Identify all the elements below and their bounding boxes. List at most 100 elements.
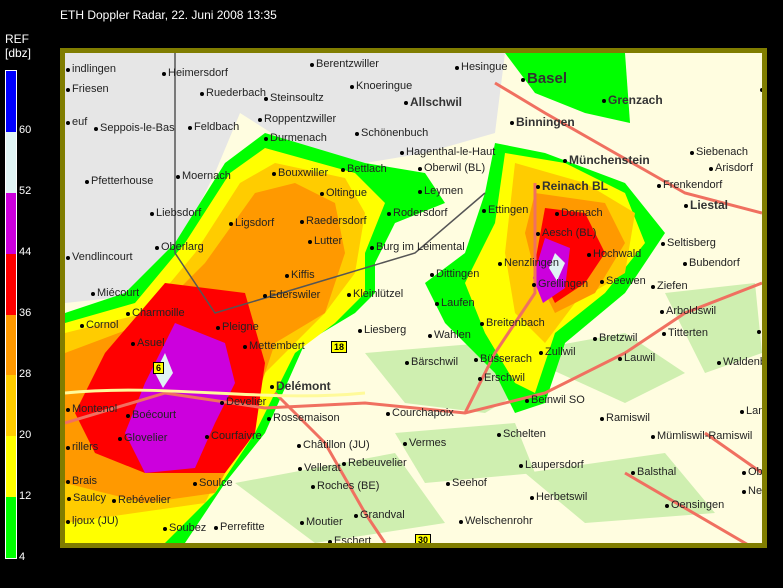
place-label: Hesingue bbox=[461, 61, 508, 73]
place-label: Roches (BE) bbox=[317, 480, 380, 492]
place-marker-icon bbox=[602, 99, 606, 103]
place-label: Langenbr bbox=[746, 405, 765, 417]
place-label: Arisdorf bbox=[715, 162, 753, 174]
place-label: Bouxwiller bbox=[278, 167, 329, 179]
place-marker-icon bbox=[521, 78, 525, 82]
place-label: Bennw bbox=[763, 325, 767, 337]
place-label: Raedersdorf bbox=[306, 215, 367, 227]
place-label: Arboldswil bbox=[666, 305, 717, 317]
place-marker-icon bbox=[660, 310, 664, 314]
place-marker-icon bbox=[80, 324, 84, 328]
place-label: Grenzach bbox=[608, 93, 663, 107]
place-marker-icon bbox=[66, 121, 70, 125]
place-marker-icon bbox=[740, 410, 744, 414]
place-marker-icon bbox=[188, 126, 192, 130]
place-label: Oberwil (BL) bbox=[424, 162, 486, 174]
legend-tick: 12 bbox=[19, 490, 32, 502]
place-label: Pleigne bbox=[222, 321, 259, 333]
place-marker-icon bbox=[94, 127, 98, 131]
place-marker-icon bbox=[300, 220, 304, 224]
roads bbox=[65, 81, 762, 543]
legend-title: REF [dbz] bbox=[5, 32, 31, 60]
place-marker-icon bbox=[216, 326, 220, 330]
road-sign-6: 6 bbox=[153, 362, 165, 374]
place-label: Boécourt bbox=[132, 409, 177, 421]
place-marker-icon bbox=[428, 334, 432, 338]
place-label: Bettlach bbox=[347, 163, 387, 175]
radar-map[interactable]: indlingen Friesen Heimersdorf Ruederbach Ste… bbox=[60, 48, 767, 548]
place-marker-icon bbox=[478, 377, 482, 381]
place-marker-icon bbox=[66, 446, 70, 450]
place-label: Asuel bbox=[137, 337, 165, 349]
color-legend bbox=[5, 70, 17, 559]
place-marker-icon bbox=[126, 414, 130, 418]
place-marker-icon bbox=[320, 192, 324, 196]
place-label: Moernach bbox=[182, 170, 231, 182]
place-label: Hagenthal-le-Haut bbox=[406, 146, 496, 158]
place-marker-icon bbox=[300, 521, 304, 525]
place-marker-icon bbox=[310, 63, 314, 67]
place-label: Schelten bbox=[503, 428, 546, 440]
place-label: Durmenach bbox=[270, 132, 327, 144]
place-marker-icon bbox=[285, 274, 289, 278]
place-label: Grandval bbox=[360, 509, 405, 521]
place-label: Miécourt bbox=[97, 287, 140, 299]
place-marker-icon bbox=[742, 471, 746, 475]
place-label: Lutter bbox=[314, 235, 343, 247]
place-label: Vermes bbox=[409, 437, 447, 449]
place-marker-icon bbox=[220, 401, 224, 405]
place-marker-icon bbox=[446, 482, 450, 486]
place-label: Bretzwil bbox=[599, 332, 638, 344]
place-marker-icon bbox=[403, 442, 407, 446]
place-marker-icon bbox=[519, 464, 523, 468]
place-label: Oensingen bbox=[671, 499, 725, 511]
place-label: Liebsdorf bbox=[156, 207, 202, 219]
place-marker-icon bbox=[404, 101, 408, 105]
place-marker-icon bbox=[618, 357, 622, 361]
place-marker-icon bbox=[311, 485, 315, 489]
place-label: Zullwil bbox=[545, 346, 576, 358]
place-label: Wahlen bbox=[434, 329, 471, 341]
place-marker-icon bbox=[418, 167, 422, 171]
place-marker-icon bbox=[459, 520, 463, 524]
place-label: Münchenstein bbox=[569, 153, 650, 167]
place-marker-icon bbox=[126, 312, 130, 316]
place-label: Perrefitte bbox=[220, 521, 265, 533]
place-label: Laupersdorf bbox=[525, 459, 584, 471]
place-label: Erschwil bbox=[484, 372, 525, 384]
place-marker-icon bbox=[264, 137, 268, 141]
place-label: Schönenbuch bbox=[361, 127, 429, 139]
place-marker-icon bbox=[297, 444, 301, 448]
place-label: Charmoille bbox=[132, 307, 185, 319]
legend-tick: 60 bbox=[19, 124, 32, 136]
place-label: Rodersdorf bbox=[393, 207, 448, 219]
place-label: Ruederbach bbox=[206, 87, 266, 99]
place-marker-icon bbox=[267, 417, 271, 421]
place-marker-icon bbox=[600, 417, 604, 421]
place-label: Oltingue bbox=[326, 187, 367, 199]
place-marker-icon bbox=[112, 499, 116, 503]
place-label: Eschert bbox=[334, 535, 372, 547]
place-marker-icon bbox=[85, 180, 89, 184]
place-marker-icon bbox=[435, 302, 439, 306]
place-label: Kleinlützel bbox=[353, 288, 404, 300]
place-marker-icon bbox=[163, 527, 167, 531]
place-label: Mettembert bbox=[249, 340, 305, 352]
place-label: Cornol bbox=[86, 319, 119, 331]
place-marker-icon bbox=[405, 361, 409, 365]
legend-tick: 36 bbox=[19, 307, 32, 319]
place-marker-icon bbox=[347, 293, 351, 297]
place-label: Oberbuc bbox=[606, 542, 649, 548]
place-marker-icon bbox=[600, 547, 604, 548]
place-marker-icon bbox=[683, 262, 687, 266]
place-marker-icon bbox=[651, 435, 655, 439]
place-marker-icon bbox=[155, 246, 159, 250]
legend-tick: 44 bbox=[19, 246, 32, 258]
place-label: Allschwil bbox=[410, 95, 463, 109]
place-label: Bärschwil bbox=[411, 356, 459, 368]
place-label: Develier bbox=[226, 396, 267, 408]
place-label: rillers bbox=[72, 441, 99, 453]
place-label: Mümliswil-Ramiswil bbox=[657, 430, 753, 442]
place-marker-icon bbox=[662, 332, 666, 336]
place-label: Châtillon (JU) bbox=[303, 439, 370, 451]
